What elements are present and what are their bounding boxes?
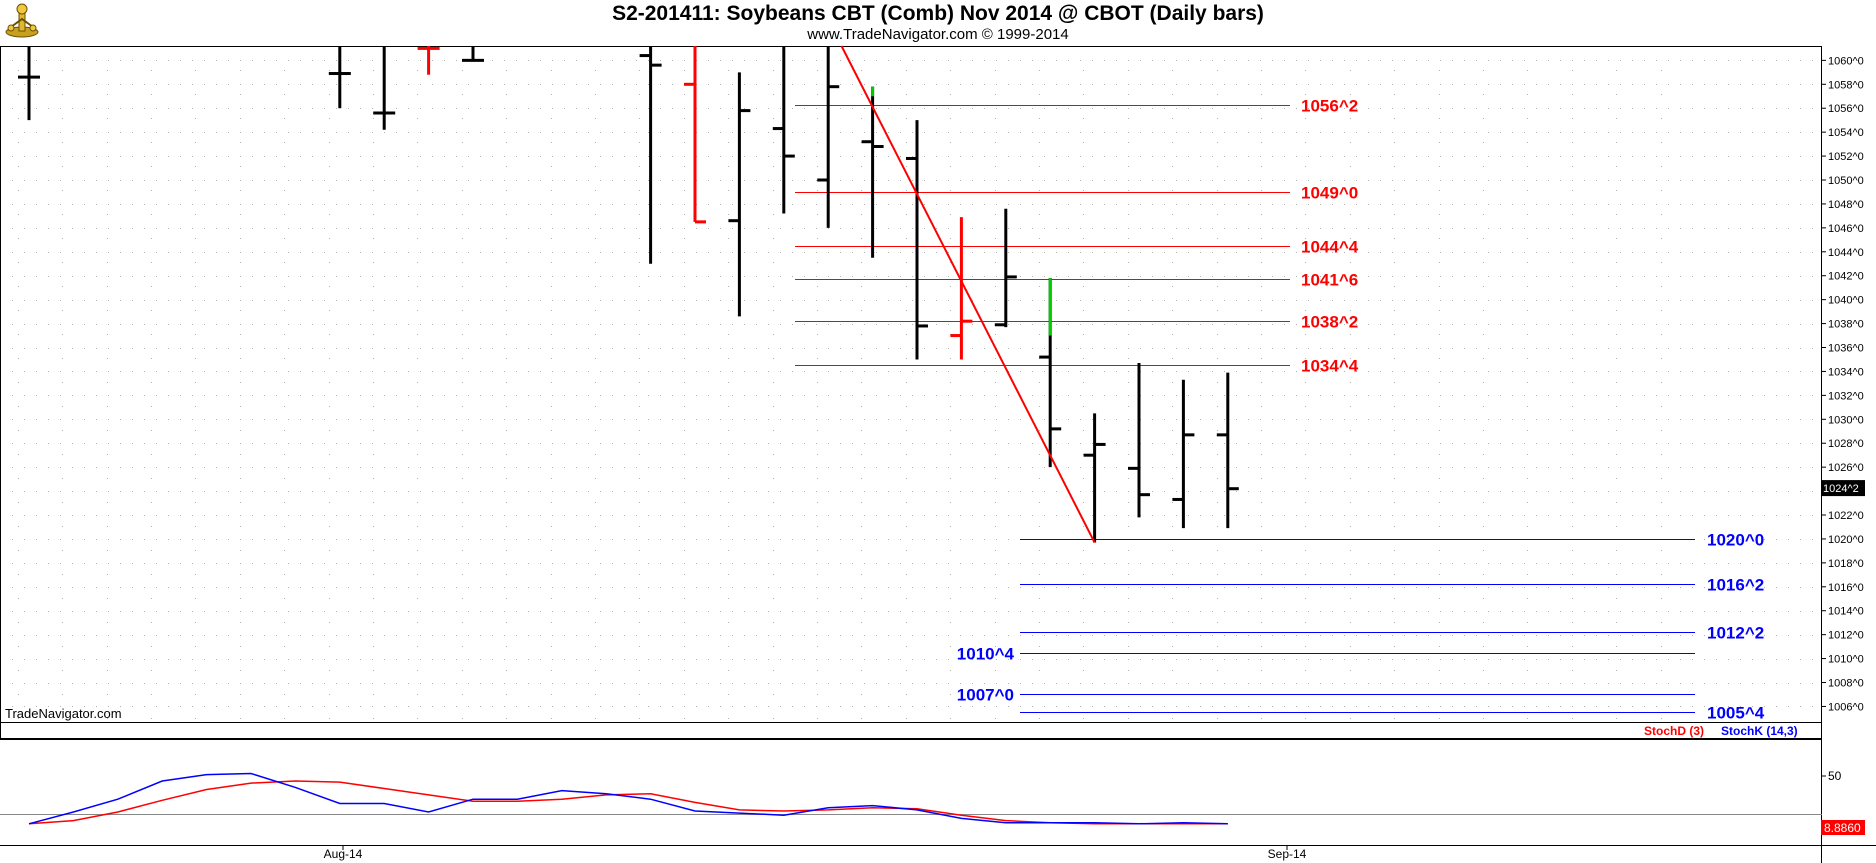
price-grid bbox=[0, 46, 1821, 722]
ohlc-bar bbox=[861, 86, 884, 258]
price-tick-label: 1012^0 bbox=[1828, 630, 1864, 642]
stoch-value-marker bbox=[1821, 820, 1865, 835]
ohlc-bar bbox=[684, 46, 706, 224]
ohlc-bar bbox=[772, 46, 795, 214]
trendline-segment bbox=[840, 45, 1096, 543]
ohlc-bar bbox=[462, 46, 484, 62]
price-tick-label: 1018^0 bbox=[1828, 558, 1864, 570]
price-axis: 1060^0 1058^0 1056^0 1054^0 1052^0 1050^0 1048… bbox=[1821, 55, 1865, 713]
ohlc-bar bbox=[906, 120, 928, 360]
price-tick-label: 1034^0 bbox=[1828, 366, 1864, 378]
stochd-legend: StochD (3) bbox=[1644, 724, 1704, 738]
price-tick-label: 1036^0 bbox=[1828, 343, 1864, 355]
chart-subtitle: www.TradeNavigator.com © 1999-2014 bbox=[807, 26, 1069, 43]
price-tick-label: 1050^0 bbox=[1828, 175, 1864, 187]
time-tick-label: Aug-14 bbox=[324, 847, 363, 861]
price-tick-label: 1022^0 bbox=[1828, 510, 1864, 522]
stoch-tick-label: 50 bbox=[1828, 769, 1842, 783]
stoch-value-label: 8.8860 bbox=[1824, 821, 1861, 835]
trendline bbox=[840, 45, 1096, 543]
price-tick-label: 1060^0 bbox=[1828, 55, 1864, 67]
stoch-line-stochk bbox=[28, 772, 1228, 825]
ohlc-bar bbox=[1128, 363, 1150, 518]
price-levels: 1056^2 1049^0 1044^4 1041^6 1038^2 1034^4 1020… bbox=[795, 97, 1765, 723]
price-tick-label: 1010^0 bbox=[1828, 654, 1864, 666]
price-tick-label: 1038^0 bbox=[1828, 319, 1864, 331]
price-tick-label: 1046^0 bbox=[1828, 223, 1864, 235]
price-tick-label: 1032^0 bbox=[1828, 390, 1864, 402]
support-label: 1010^4 bbox=[957, 645, 1015, 664]
trade-navigator-logo-icon bbox=[5, 3, 39, 38]
stochastic-panel: StochD (3) StochK (14,3) 50 8.8860 bbox=[28, 724, 1865, 835]
watermark: TradeNavigator.com bbox=[5, 706, 122, 721]
last-price-label: 1024^2 bbox=[1823, 483, 1859, 495]
resistance-label: 1038^2 bbox=[1301, 313, 1358, 332]
price-tick-label: 1040^0 bbox=[1828, 295, 1864, 307]
time-axis: Aug-14 Sep-14 bbox=[324, 845, 1307, 861]
time-tick-label: Sep-14 bbox=[1268, 847, 1307, 861]
ohlc-bar bbox=[817, 46, 840, 228]
price-tick-label: 1020^0 bbox=[1828, 534, 1864, 546]
resistance-label: 1056^2 bbox=[1301, 97, 1358, 116]
support-label: 1016^2 bbox=[1707, 576, 1764, 595]
ohlc-bar bbox=[950, 217, 973, 360]
ohlc-bar bbox=[417, 46, 440, 75]
resistance-label: 1049^0 bbox=[1301, 184, 1358, 203]
ohlc-bar bbox=[639, 46, 662, 264]
support-label: 1020^0 bbox=[1707, 531, 1764, 550]
ohlc-bar bbox=[328, 46, 351, 109]
price-tick-label: 1006^0 bbox=[1828, 701, 1864, 713]
price-tick-label: 1058^0 bbox=[1828, 79, 1864, 91]
price-tick-label: 1028^0 bbox=[1828, 438, 1864, 450]
price-tick-label: 1052^0 bbox=[1828, 151, 1864, 163]
chart-title: S2-201411: Soybeans CBT (Comb) Nov 2014 … bbox=[612, 2, 1264, 25]
price-tick-label: 1056^0 bbox=[1828, 103, 1864, 115]
price-tick-label: 1016^0 bbox=[1828, 582, 1864, 594]
support-label: 1012^2 bbox=[1707, 624, 1764, 643]
price-tick-label: 1048^0 bbox=[1828, 199, 1864, 211]
ohlc-bar bbox=[994, 208, 1017, 328]
ohlc-bar bbox=[18, 46, 40, 121]
support-label: 1005^4 bbox=[1707, 704, 1765, 723]
resistance-label: 1044^4 bbox=[1301, 238, 1359, 257]
chart-frame bbox=[0, 46, 1876, 863]
price-tick-label: 1026^0 bbox=[1828, 462, 1864, 474]
last-price-marker bbox=[1821, 480, 1865, 497]
support-label: 1007^0 bbox=[957, 686, 1014, 705]
price-tick-label: 1044^0 bbox=[1828, 247, 1864, 259]
resistance-label: 1041^6 bbox=[1301, 271, 1358, 290]
chart-header: S2-201411: Soybeans CBT (Comb) Nov 2014 … bbox=[0, 0, 1876, 46]
stoch-line-stochd bbox=[28, 780, 1228, 825]
price-tick-label: 1054^0 bbox=[1828, 127, 1864, 139]
ohlc-bar bbox=[373, 46, 396, 130]
resistance-label: 1034^4 bbox=[1301, 357, 1359, 376]
ohlc-bar bbox=[728, 72, 751, 317]
price-tick-label: 1030^0 bbox=[1828, 414, 1864, 426]
ohlc-bar bbox=[1216, 372, 1239, 529]
price-tick-label: 1014^0 bbox=[1828, 606, 1864, 618]
ohlc-bar bbox=[1083, 413, 1106, 543]
price-tick-label: 1042^0 bbox=[1828, 271, 1864, 283]
ohlc-bar bbox=[1172, 379, 1195, 529]
ohlc-bars bbox=[18, 46, 1239, 543]
price-tick-label: 1008^0 bbox=[1828, 678, 1864, 690]
stochk-legend: StochK (14,3) bbox=[1721, 724, 1798, 738]
